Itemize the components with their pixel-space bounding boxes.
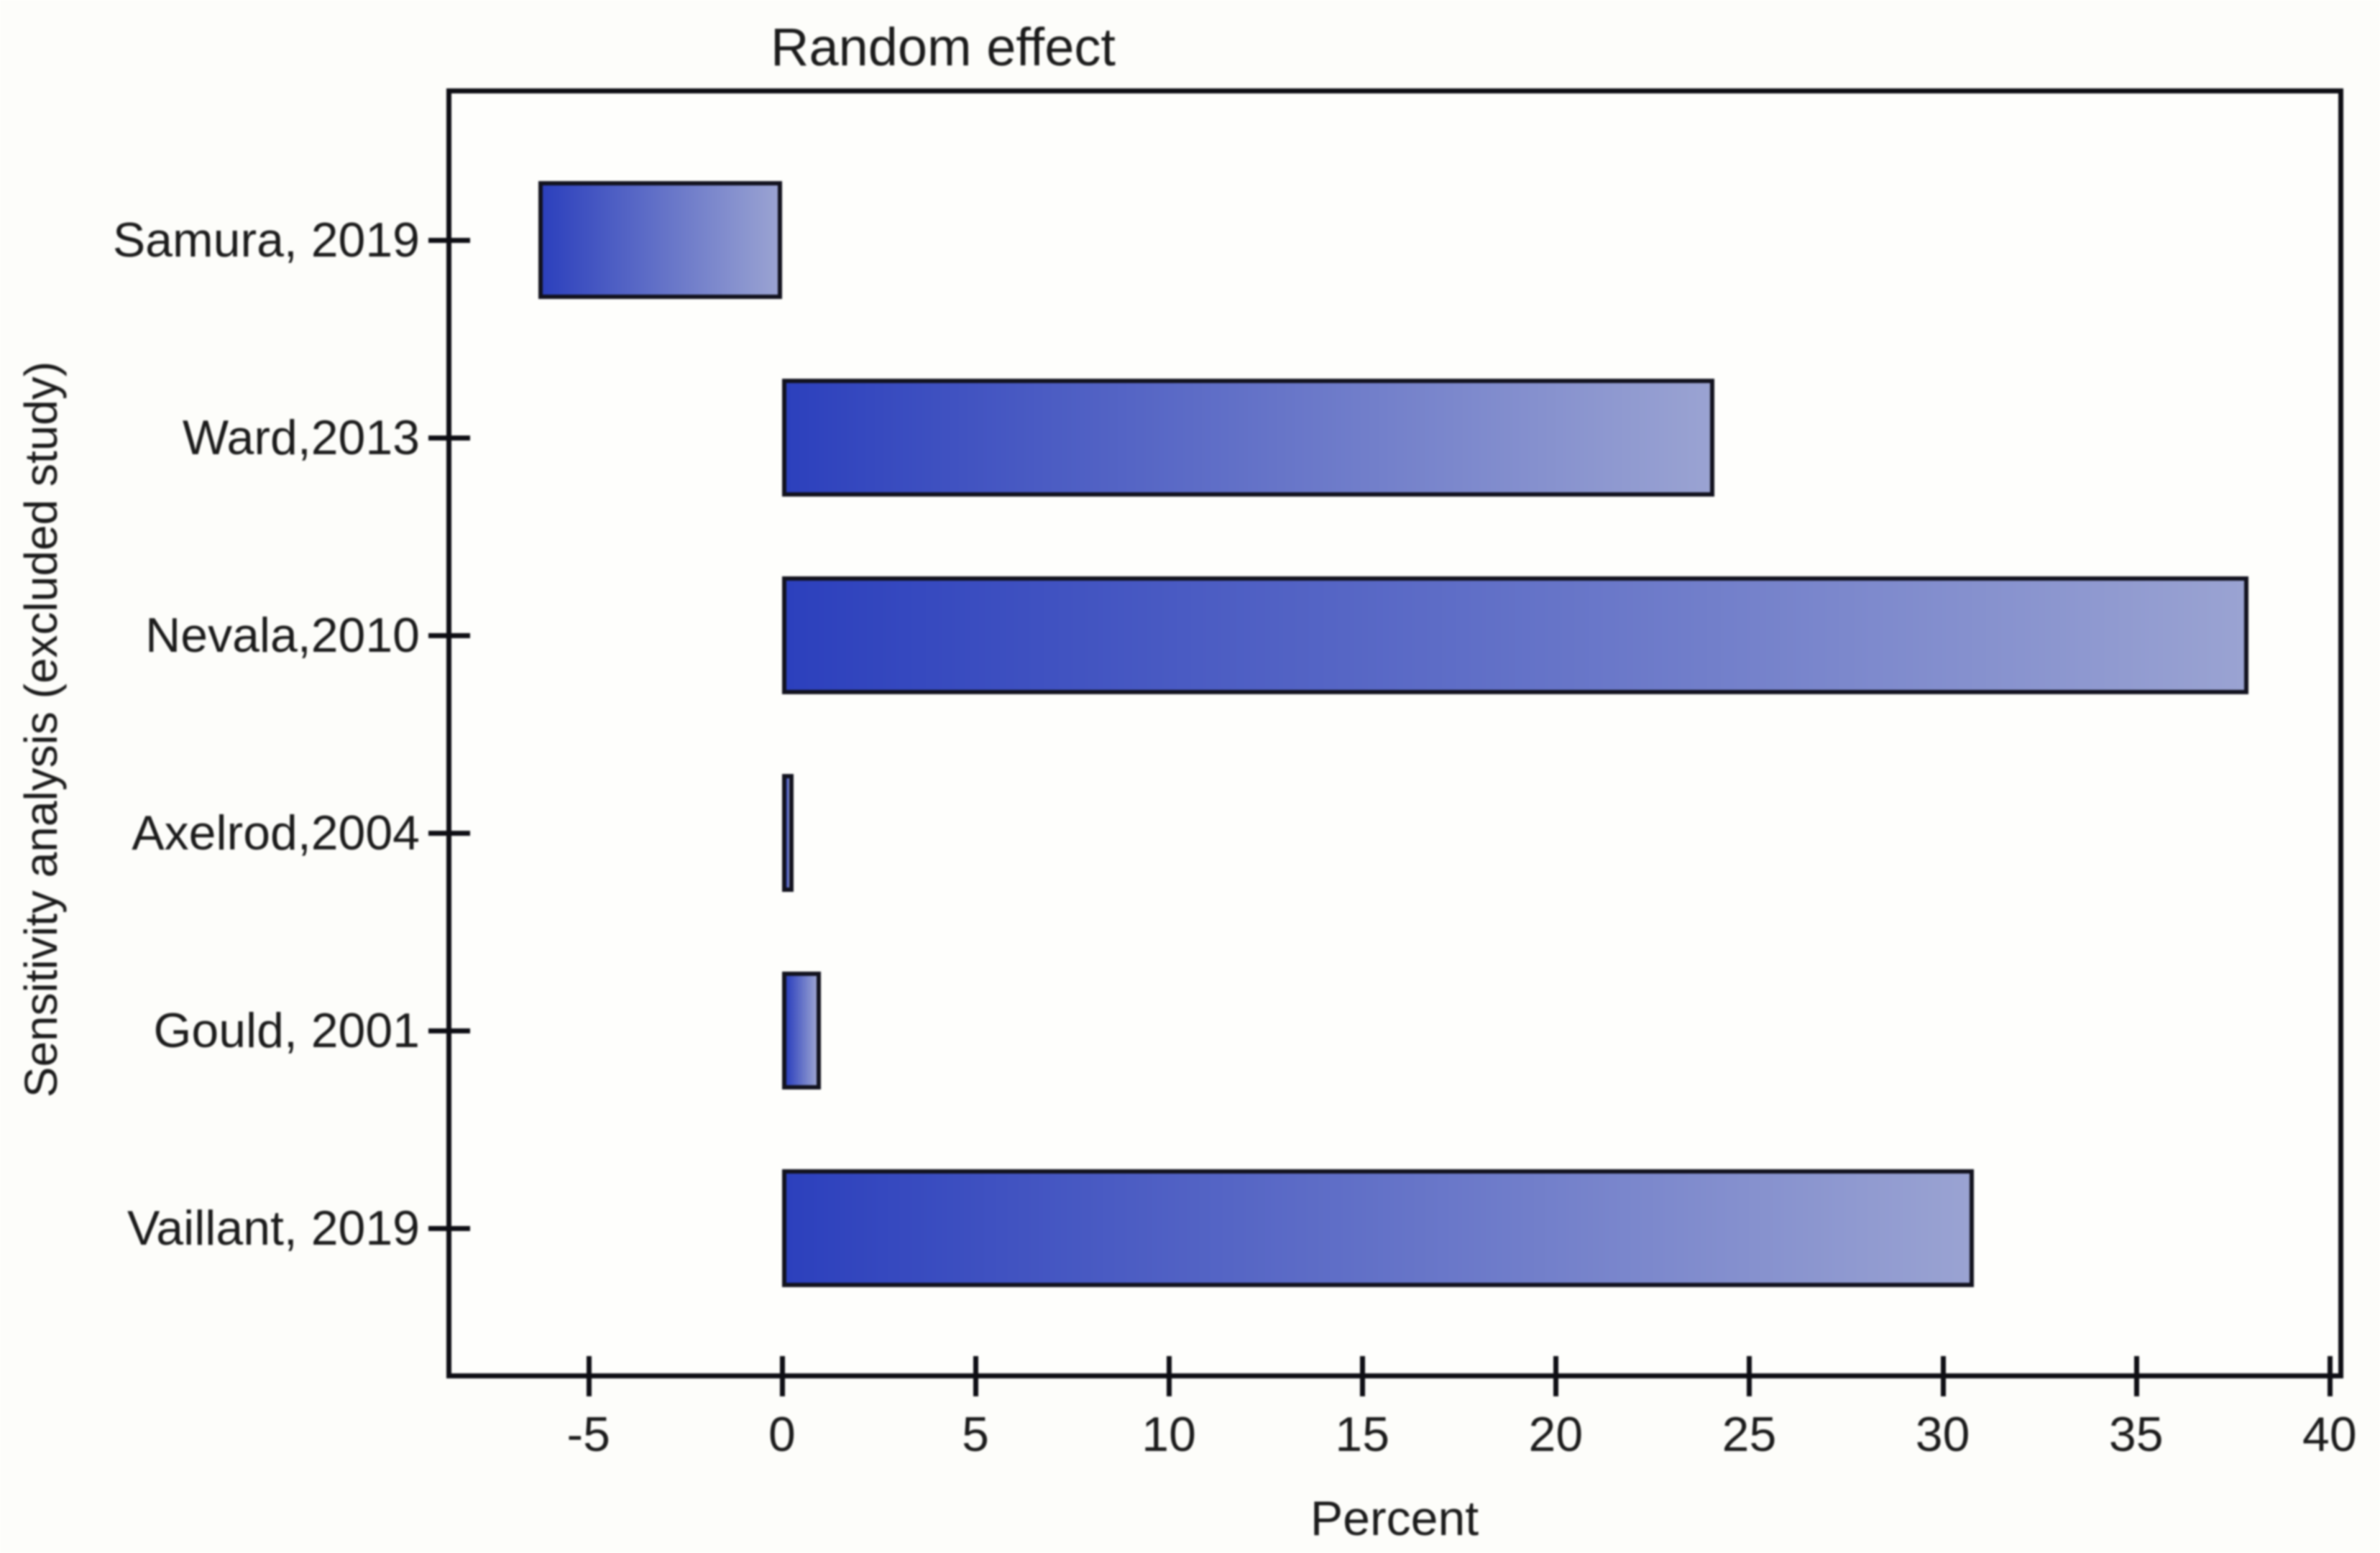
- category-label: Gould, 2001: [153, 1003, 420, 1058]
- y-tick-mark: [428, 633, 470, 638]
- category-label: Samura, 2019: [112, 213, 420, 267]
- category-label: Ward,2013: [182, 410, 420, 465]
- y-axis-label: Sensitivity analysis (excluded study): [15, 361, 67, 1098]
- y-tick-mark: [428, 1226, 470, 1231]
- x-tick-mark: [2133, 1356, 2139, 1396]
- x-tick-mark: [1940, 1356, 1946, 1396]
- y-tick-mark: [428, 238, 470, 243]
- category-label: Nevala,2010: [145, 608, 420, 663]
- x-tick-label: 25: [1722, 1407, 1777, 1462]
- x-tick-mark: [1747, 1356, 1752, 1396]
- plot-area: [446, 88, 2343, 1378]
- category-label: Axelrod,2004: [132, 806, 420, 860]
- category-label: Vaillant, 2019: [127, 1201, 420, 1255]
- x-tick-mark: [1553, 1356, 1559, 1396]
- x-tick-label: 10: [1141, 1407, 1196, 1462]
- bar: [538, 181, 782, 299]
- chart-title: Random effect: [771, 17, 1116, 77]
- x-axis-label: Percent: [1310, 1491, 1479, 1546]
- bar: [781, 1169, 1974, 1287]
- bar: [781, 774, 794, 892]
- x-tick-label: 40: [2302, 1407, 2357, 1462]
- x-tick-mark: [1167, 1356, 1172, 1396]
- y-tick-mark: [428, 831, 470, 836]
- x-tick-mark: [586, 1356, 592, 1396]
- y-tick-mark: [428, 436, 470, 441]
- x-tick-mark: [2327, 1356, 2333, 1396]
- x-tick-mark: [779, 1356, 785, 1396]
- x-tick-label: 0: [768, 1407, 796, 1462]
- y-tick-mark: [428, 1028, 470, 1033]
- bar: [781, 972, 821, 1089]
- x-tick-label: 35: [2108, 1407, 2164, 1462]
- x-tick-label: 5: [962, 1407, 989, 1462]
- bar: [781, 379, 1715, 497]
- x-tick-mark: [973, 1356, 978, 1396]
- x-tick-label: 30: [1915, 1407, 1970, 1462]
- x-tick-label: 20: [1528, 1407, 1584, 1462]
- x-tick-label: 15: [1335, 1407, 1390, 1462]
- x-tick-label: -5: [566, 1407, 610, 1462]
- x-tick-mark: [1360, 1356, 1366, 1396]
- bar: [781, 576, 2248, 694]
